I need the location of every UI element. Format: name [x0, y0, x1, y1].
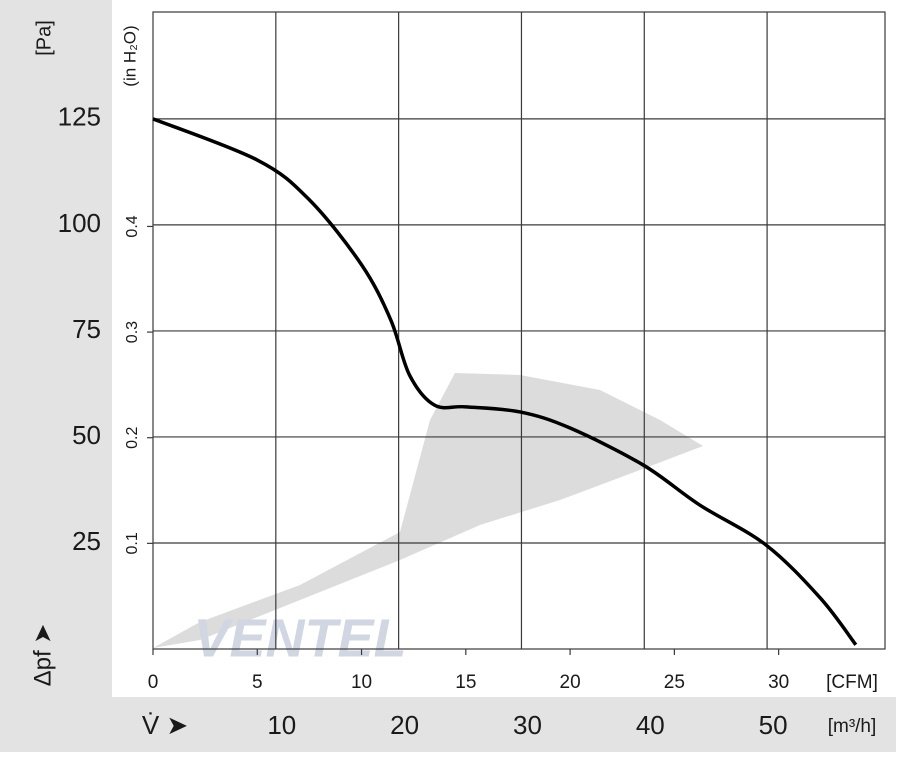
- y-tick-label: 100: [58, 208, 101, 238]
- x2-tick-label: 10: [267, 710, 296, 740]
- x2-tick-label: 40: [636, 710, 665, 740]
- x2-symbol: V̇ ➤: [142, 710, 188, 740]
- x2-tick-label: 30: [513, 710, 542, 740]
- y2-tick-label: 0.3: [124, 321, 141, 343]
- x-axis-label: [CFM]: [826, 672, 878, 693]
- y2-tick-label: 0.2: [124, 427, 141, 449]
- y2-tick-label: 0.4: [124, 215, 141, 237]
- x-tick-label: 10: [351, 672, 372, 693]
- x-tick-label: 15: [455, 672, 476, 693]
- curve: [152, 117, 858, 646]
- plot-frame: [152, 11, 886, 650]
- x-tick-label: 20: [560, 672, 581, 693]
- y-tick-label: 125: [58, 102, 101, 132]
- operating-range: [153, 373, 703, 648]
- y-tick-label: 75: [72, 314, 101, 344]
- x-tick-label: 0: [148, 672, 159, 693]
- x2-tick-label: 20: [390, 710, 419, 740]
- x-tick-label: 25: [664, 672, 685, 693]
- y-axis-label: [Pa]: [33, 20, 55, 56]
- left-band: [0, 0, 112, 752]
- y2-axis-label: (in H₂O): [120, 25, 139, 86]
- y-tick-label: 50: [72, 420, 101, 450]
- y2-tick-label: 0.1: [124, 532, 141, 554]
- x2-axis-label: [m³/h]: [828, 716, 877, 737]
- watermark: VENTEL: [193, 608, 406, 668]
- x-tick-label: 30: [768, 672, 789, 693]
- bottom-band: [0, 697, 896, 752]
- y-symbol: Δpf ➤: [29, 624, 56, 687]
- grid: [153, 12, 885, 649]
- y-tick-label: 25: [72, 526, 101, 556]
- x2-tick-label: 50: [759, 710, 788, 740]
- x-tick-label: 5: [252, 672, 263, 693]
